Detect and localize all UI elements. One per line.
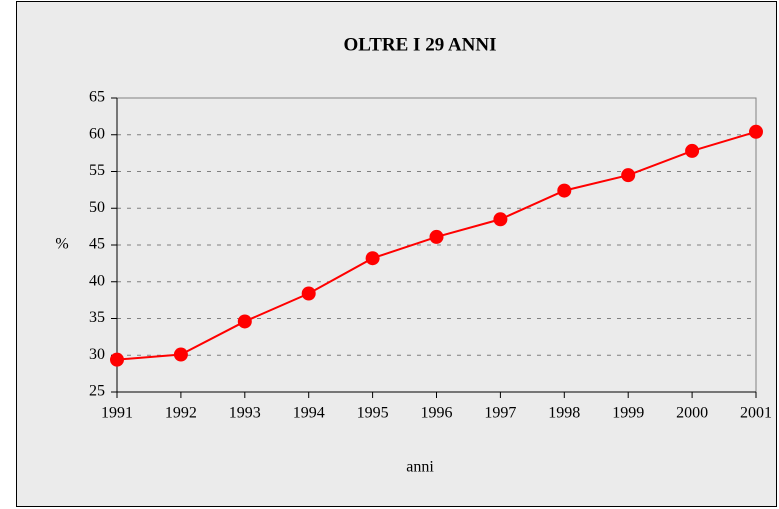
y-tick-label: 30: [89, 346, 105, 363]
y-tick-label: 55: [89, 162, 105, 179]
y-axis-label: %: [55, 236, 68, 253]
chart-title: OLTRE I 29 ANNI: [344, 34, 497, 55]
y-tick-label: 50: [89, 199, 105, 216]
x-tick-label: 1991: [101, 405, 133, 422]
x-tick-label: 2001: [740, 405, 772, 422]
y-tick-label: 25: [89, 383, 105, 400]
data-point: [237, 314, 252, 329]
data-point: [685, 143, 700, 158]
data-point: [429, 229, 444, 244]
data-point: [493, 212, 508, 227]
y-tick-label: 40: [89, 272, 105, 289]
x-tick-label: 1995: [357, 405, 389, 422]
x-tick-label: 1993: [229, 405, 261, 422]
x-tick-label: 1996: [421, 405, 453, 422]
y-tick-label: 45: [89, 236, 105, 253]
x-tick-label: 1997: [484, 405, 516, 422]
x-axis-label: anni: [406, 459, 434, 476]
y-tick-label: 65: [89, 89, 105, 106]
x-tick-label: 1998: [548, 405, 580, 422]
data-point: [365, 251, 380, 266]
x-tick-label: 1999: [612, 405, 644, 422]
data-point: [110, 352, 124, 367]
x-tick-label: 1994: [293, 405, 325, 422]
data-point: [749, 124, 763, 139]
data-point: [621, 168, 636, 183]
y-tick-label: 60: [89, 125, 105, 142]
x-tick-label: 2000: [676, 405, 708, 422]
data-point: [173, 347, 188, 362]
y-tick-label: 35: [89, 309, 105, 326]
data-point: [301, 286, 316, 301]
data-point: [557, 183, 572, 198]
x-tick-label: 1992: [165, 405, 197, 422]
